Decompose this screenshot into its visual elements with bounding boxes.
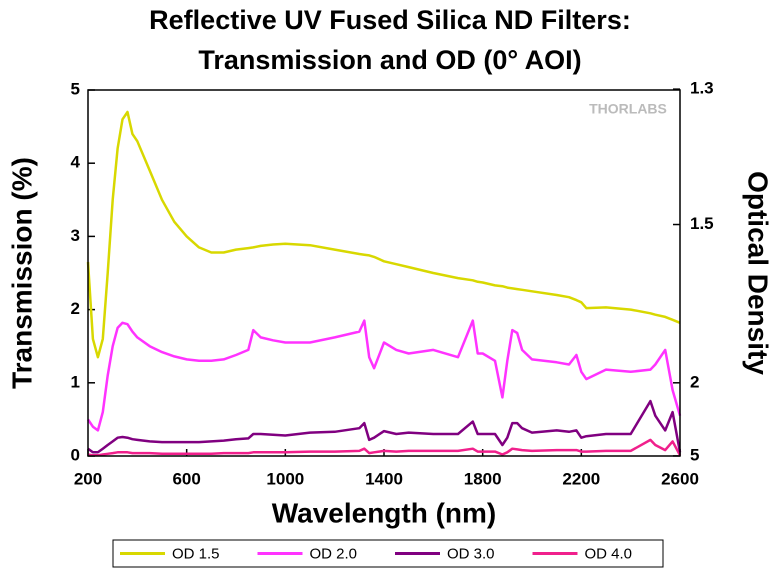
y2-tick-label: 1.5 bbox=[690, 214, 714, 233]
watermark: THORLABS bbox=[589, 101, 667, 117]
y-tick-label: 0 bbox=[71, 445, 80, 464]
legend-label: OD 4.0 bbox=[585, 545, 633, 562]
x-tick-label: 1000 bbox=[266, 469, 304, 488]
x-tick-label: 2200 bbox=[562, 469, 600, 488]
y-tick-label: 1 bbox=[71, 372, 80, 391]
x-tick-label: 1400 bbox=[365, 469, 403, 488]
series-line bbox=[86, 110, 681, 359]
y2-axis-label: Optical Density bbox=[743, 171, 774, 375]
series-line bbox=[87, 438, 682, 457]
x-tick-label: 1800 bbox=[464, 469, 502, 488]
plot-frame bbox=[87, 89, 681, 457]
y-axis-label: Transmission (%) bbox=[6, 157, 37, 389]
legend-label: OD 1.5 bbox=[172, 545, 220, 562]
legend-box bbox=[112, 539, 664, 568]
x-tick-label: 600 bbox=[172, 469, 200, 488]
x-tick-label: 200 bbox=[74, 469, 102, 488]
series-line bbox=[86, 319, 682, 432]
y-tick-label: 2 bbox=[71, 299, 80, 318]
x-axis-label: Wavelength (nm) bbox=[272, 497, 497, 528]
y2-tick-label: 2 bbox=[690, 372, 699, 391]
series-line bbox=[87, 399, 682, 454]
legend-label: OD 3.0 bbox=[447, 545, 495, 562]
chart-subtitle: Transmission and OD (0° AOI) bbox=[198, 45, 581, 75]
y2-tick-label: 5 bbox=[690, 445, 699, 464]
legend-label: OD 2.0 bbox=[310, 545, 358, 562]
y2-tick-label: 1.3 bbox=[690, 79, 714, 98]
chart-title: Reflective UV Fused Silica ND Filters: bbox=[149, 5, 631, 35]
y-tick-label: 3 bbox=[71, 226, 80, 245]
y-tick-label: 4 bbox=[71, 153, 81, 172]
y-tick-label: 5 bbox=[71, 79, 80, 98]
x-tick-label: 2600 bbox=[661, 469, 699, 488]
